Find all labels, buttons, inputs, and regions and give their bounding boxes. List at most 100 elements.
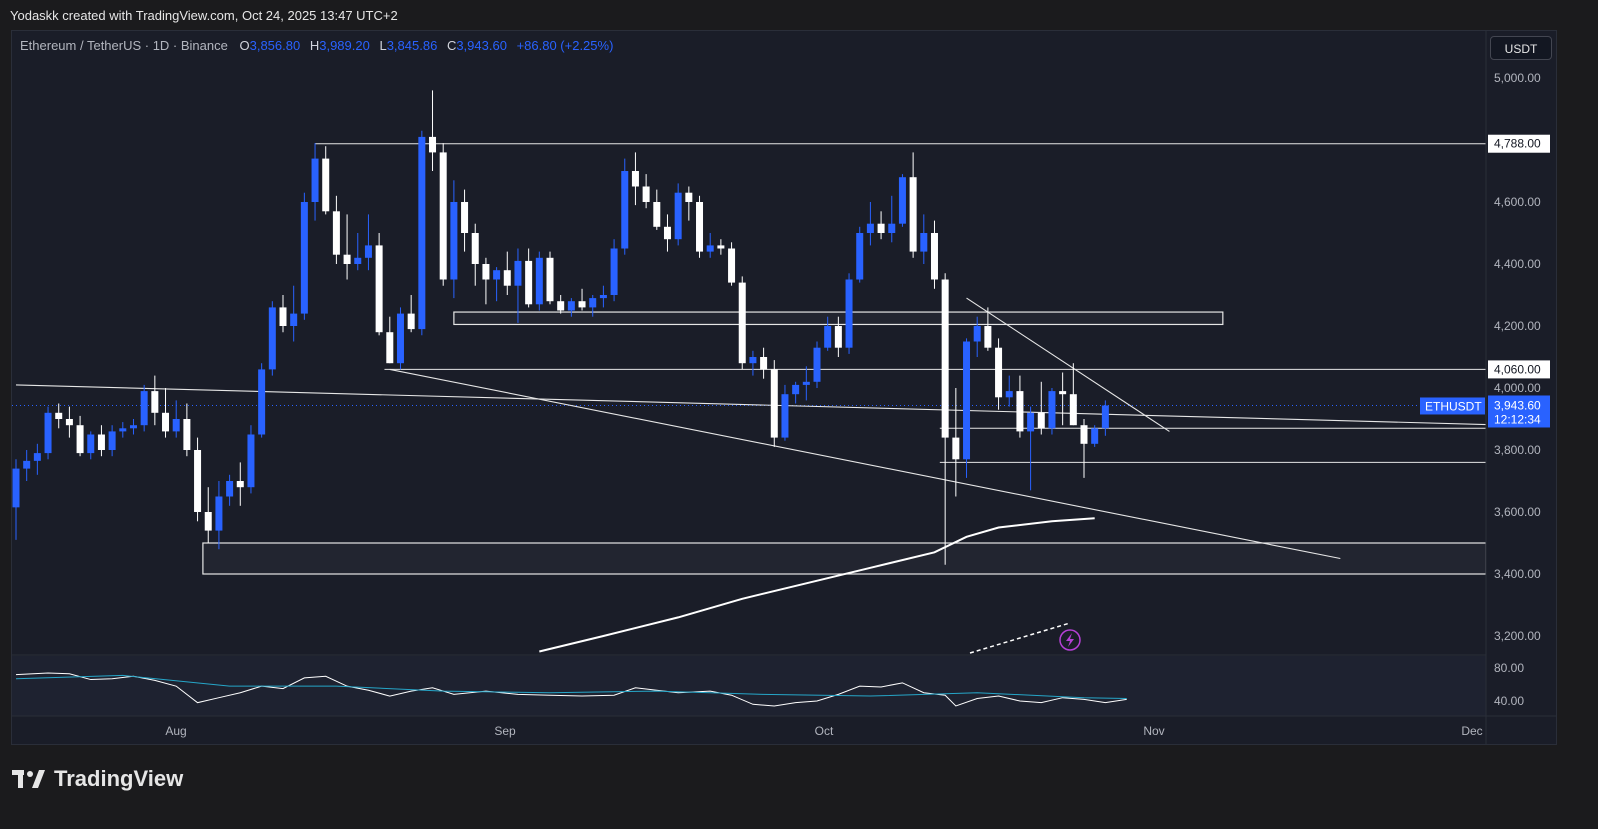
- candle[interactable]: [268, 301, 276, 376]
- candle[interactable]: [984, 307, 992, 351]
- candle[interactable]: [503, 251, 511, 295]
- candle[interactable]: [728, 242, 736, 286]
- candle[interactable]: [194, 437, 202, 522]
- candle[interactable]: [87, 431, 95, 460]
- candle[interactable]: [1037, 381, 1045, 435]
- candle[interactable]: [279, 295, 287, 333]
- candle[interactable]: [172, 400, 180, 438]
- candle[interactable]: [546, 251, 554, 305]
- candle[interactable]: [119, 422, 127, 438]
- candle[interactable]: [834, 316, 842, 357]
- candle[interactable]: [247, 425, 255, 494]
- candle[interactable]: [941, 273, 949, 565]
- zone-rect[interactable]: [202, 542, 1486, 575]
- candle[interactable]: [493, 267, 501, 302]
- candle[interactable]: [920, 214, 928, 264]
- candle[interactable]: [909, 152, 917, 258]
- candle[interactable]: [813, 341, 821, 389]
- moving-average-line[interactable]: [539, 517, 1095, 653]
- candle[interactable]: [215, 481, 223, 550]
- candle[interactable]: [1091, 425, 1099, 447]
- trendline[interactable]: [15, 384, 1511, 426]
- candle[interactable]: [183, 403, 191, 457]
- candle[interactable]: [386, 316, 394, 364]
- candle[interactable]: [1016, 375, 1024, 438]
- candle[interactable]: [696, 195, 704, 258]
- candle[interactable]: [226, 474, 234, 506]
- candle[interactable]: [888, 195, 896, 243]
- candle[interactable]: [162, 388, 170, 438]
- candle[interactable]: [952, 388, 960, 497]
- candle[interactable]: [749, 350, 757, 376]
- candle[interactable]: [856, 226, 864, 283]
- candle[interactable]: [97, 425, 105, 457]
- candle[interactable]: [471, 223, 479, 286]
- candle[interactable]: [792, 381, 800, 404]
- candle[interactable]: [738, 276, 746, 370]
- rsi-line[interactable]: [15, 672, 1127, 707]
- candle[interactable]: [140, 384, 148, 432]
- candle[interactable]: [610, 239, 618, 302]
- alert-lightning-icon[interactable]: [1059, 629, 1081, 651]
- candle[interactable]: [429, 90, 437, 171]
- candle[interactable]: [781, 384, 789, 441]
- candle[interactable]: [23, 450, 31, 481]
- rsi-ma-line[interactable]: [15, 674, 1127, 700]
- candle[interactable]: [685, 186, 693, 221]
- candle[interactable]: [44, 406, 52, 460]
- candle[interactable]: [845, 273, 853, 354]
- candle[interactable]: [12, 459, 20, 540]
- candle[interactable]: [129, 419, 137, 435]
- candle[interactable]: [525, 248, 533, 308]
- candle[interactable]: [1059, 372, 1067, 426]
- trendline[interactable]: [966, 297, 1170, 432]
- candle[interactable]: [461, 189, 469, 252]
- candle[interactable]: [65, 406, 73, 438]
- candle[interactable]: [578, 288, 586, 311]
- candle[interactable]: [375, 233, 383, 336]
- candle[interactable]: [204, 487, 212, 543]
- candle[interactable]: [599, 285, 607, 308]
- candle[interactable]: [567, 298, 575, 317]
- candle[interactable]: [354, 233, 362, 271]
- projection-dashed-line[interactable]: [969, 622, 1071, 654]
- candle[interactable]: [290, 285, 298, 342]
- candle[interactable]: [450, 180, 458, 299]
- candle[interactable]: [33, 443, 41, 475]
- candle[interactable]: [674, 183, 682, 246]
- candle[interactable]: [866, 202, 874, 246]
- candle[interactable]: [824, 316, 832, 351]
- candle[interactable]: [898, 174, 906, 227]
- candle[interactable]: [663, 214, 671, 252]
- candle[interactable]: [151, 375, 159, 426]
- candle[interactable]: [535, 251, 543, 311]
- candle[interactable]: [311, 143, 319, 221]
- candle[interactable]: [1027, 406, 1035, 491]
- candle[interactable]: [642, 174, 650, 209]
- plot-area[interactable]: [12, 90, 1511, 653]
- candle[interactable]: [407, 295, 415, 333]
- candle[interactable]: [770, 360, 778, 447]
- candle[interactable]: [236, 462, 244, 506]
- candle[interactable]: [418, 130, 426, 336]
- candle[interactable]: [995, 338, 1003, 410]
- candle[interactable]: [802, 366, 810, 401]
- candle[interactable]: [557, 295, 565, 314]
- candle[interactable]: [963, 338, 971, 478]
- candle[interactable]: [653, 189, 661, 230]
- candle[interactable]: [482, 257, 490, 305]
- candle[interactable]: [514, 248, 522, 323]
- candle[interactable]: [332, 195, 340, 264]
- candle[interactable]: [760, 347, 768, 379]
- candle[interactable]: [396, 307, 404, 370]
- candle[interactable]: [631, 152, 639, 206]
- currency-button[interactable]: USDT: [1490, 36, 1552, 60]
- candle[interactable]: [364, 214, 372, 271]
- candle[interactable]: [439, 143, 447, 286]
- candle[interactable]: [108, 425, 116, 457]
- candle[interactable]: [300, 192, 308, 320]
- candle[interactable]: [589, 295, 597, 317]
- candle[interactable]: [55, 403, 63, 429]
- candle[interactable]: [343, 214, 351, 280]
